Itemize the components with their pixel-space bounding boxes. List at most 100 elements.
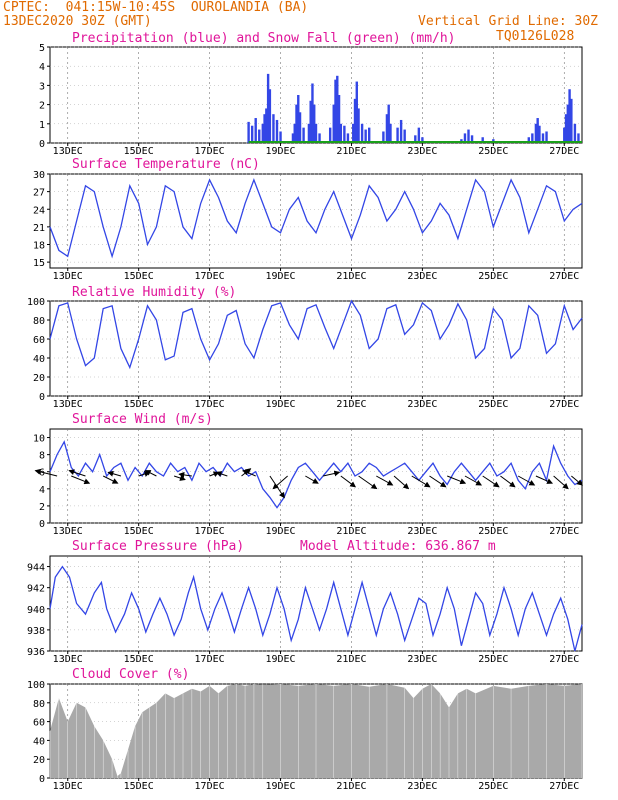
x-tick-label: 25DEC [478, 271, 508, 282]
x-tick-label: 25DEC [478, 654, 508, 665]
precip-bar [265, 108, 268, 143]
x-tick-label: 23DEC [407, 399, 437, 410]
x-tick-label: 17DEC [195, 526, 225, 537]
x-tick-label: 25DEC [478, 781, 508, 792]
x-tick-label: 27DEC [549, 399, 579, 410]
x-tick-label: 19DEC [265, 399, 295, 410]
panel-0: 0 1 2 3 4 5 13DEC 15DEC 17DEC 19DEC 21DEC 23DEC 25DE… [39, 31, 583, 157]
y-tick-label: 80 [33, 699, 45, 710]
y-tick-label: 20 [33, 755, 45, 766]
precip-bar [387, 104, 390, 143]
x-tick-label: 21DEC [336, 526, 366, 537]
wind-vector [571, 475, 583, 486]
precip-bar [527, 137, 530, 143]
x-tick-label: 27DEC [549, 654, 579, 665]
y-tick-label: 80 [33, 316, 45, 327]
x-tick-label: 15DEC [124, 781, 154, 792]
wind-vector [102, 475, 119, 484]
precip-bar [396, 127, 399, 143]
precip-bar [339, 123, 343, 143]
header-right2: TQ0126L028 [496, 29, 575, 44]
wind-vector [272, 475, 288, 490]
x-tick-label: 21DEC [336, 654, 366, 665]
wind-vector [482, 475, 500, 488]
precip-bar [266, 73, 270, 143]
x-tick-label: 17DEC [195, 654, 225, 665]
panel-annotation: Model Altitude: 636.867 m [300, 539, 496, 554]
wind-vector [242, 469, 256, 477]
x-tick-label: 19DEC [265, 654, 295, 665]
precip-bar [318, 133, 321, 143]
precip-bar [385, 114, 389, 143]
precip-bar [541, 133, 545, 143]
x-tick-label: 19DEC [265, 271, 295, 282]
x-tick-label: 13DEC [53, 781, 83, 792]
precip-bar [382, 131, 385, 143]
precip-bar [463, 133, 467, 143]
panel-5: 0 20 40 60 80 100 13DEC 15DEC 17DEC 19DEC 21DEC 23D… [27, 667, 583, 792]
precip-bar [336, 75, 339, 143]
wind-vector [215, 471, 228, 477]
x-tick-label: 15DEC [124, 654, 154, 665]
precip-bar [357, 108, 360, 143]
precip-bar [353, 98, 357, 143]
series-line [49, 440, 583, 509]
precip-bar [534, 123, 538, 143]
y-tick-label: 936 [27, 647, 45, 658]
precip-bar [279, 131, 282, 143]
wind-vector [305, 475, 319, 484]
x-tick-label: 15DEC [124, 526, 154, 537]
y-tick-label: 2 [39, 502, 45, 513]
precip-bar [343, 125, 346, 143]
y-tick-label: 20 [33, 373, 45, 384]
x-tick-label: 21DEC [336, 271, 366, 282]
series-line [49, 299, 583, 370]
wind-vector [107, 470, 122, 477]
precip-bar [399, 119, 403, 143]
precip-bar [261, 123, 264, 143]
wind-vector [535, 475, 554, 484]
y-tick-label: 30 [33, 170, 45, 181]
panel-2: 0 20 40 60 80 100 13DEC 15DEC 17DEC 19DEC 21DEC 23D… [27, 285, 583, 410]
precip-bar [470, 135, 474, 143]
x-tick-label: 19DEC [265, 781, 295, 792]
wind-vector [429, 475, 447, 488]
x-tick-label: 17DEC [195, 399, 225, 410]
precip-bar [538, 125, 541, 143]
wind-vector [517, 475, 536, 486]
precip-bar [302, 127, 305, 143]
wind-vector [500, 475, 516, 488]
y-tick-label: 10 [33, 434, 45, 445]
panel-3: 0 2 4 6 8 10 13DEC 15DEC 17DEC 19DEC 21DEC 23DEC 25D… [33, 412, 583, 537]
precip-bar [536, 118, 539, 143]
y-tick-label: 0 [39, 139, 45, 150]
series-line [49, 178, 583, 259]
precip-bar [291, 133, 295, 143]
y-tick-label: 0 [39, 392, 45, 403]
precip-bar [254, 118, 257, 143]
x-tick-label: 21DEC [336, 399, 366, 410]
y-tick-label: 40 [33, 736, 45, 747]
panel-frame [49, 428, 583, 524]
precip-bar [352, 123, 355, 143]
y-tick-label: 100 [27, 297, 45, 308]
y-tick-label: 6 [39, 468, 45, 479]
precip-bar [368, 127, 371, 143]
precip-bar [573, 123, 577, 143]
panel-frame [49, 173, 583, 269]
x-tick-label: 13DEC [53, 399, 83, 410]
panel-1: 15 18 21 24 27 30 13DEC 15DEC 17DEC 19DEC 21DEC 23D… [33, 157, 583, 282]
x-tick-label: 23DEC [407, 271, 437, 282]
panel-4: 936 938 940 942 944 13DEC 15DEC 17DEC 19DEC 21DEC… [27, 539, 583, 665]
precip-bar [360, 123, 364, 143]
y-tick-label: 15 [33, 258, 45, 269]
y-tick-label: 60 [33, 718, 45, 729]
precip-bar [481, 137, 484, 143]
precip-bar [570, 98, 573, 143]
panel-title: Precipitation (blue) and Snow Fall (gree… [72, 31, 456, 46]
precip-bar [545, 131, 548, 143]
x-tick-label: 13DEC [53, 654, 83, 665]
y-tick-label: 8 [39, 451, 45, 462]
x-tick-label: 21DEC [336, 146, 366, 157]
x-tick-label: 23DEC [407, 526, 437, 537]
